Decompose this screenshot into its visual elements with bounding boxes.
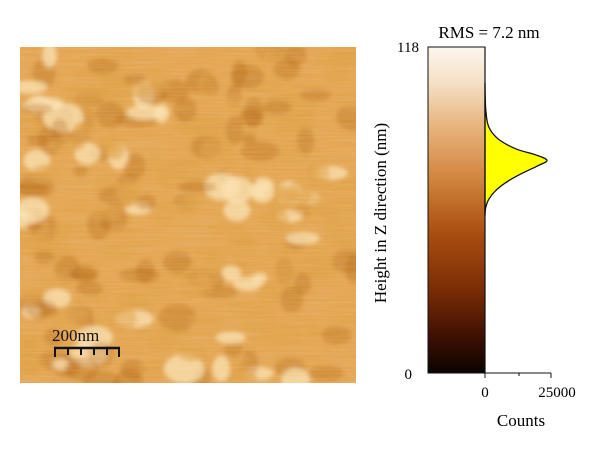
y-axis: 118 0 Height in Z direction (nm) bbox=[371, 40, 419, 383]
y-tick-label-top: 118 bbox=[397, 40, 419, 56]
histogram-plot bbox=[484, 47, 548, 373]
histogram-area bbox=[484, 82, 548, 216]
afm-image bbox=[20, 47, 356, 383]
colorbar bbox=[427, 46, 486, 374]
chart-title: RMS = 7.2 nm bbox=[438, 23, 539, 42]
y-tick-label-bottom: 0 bbox=[405, 367, 413, 383]
scale-bar: 200nm bbox=[52, 326, 120, 357]
y-axis-label: Height in Z direction (nm) bbox=[371, 123, 390, 303]
x-axis-label: Counts bbox=[497, 411, 545, 430]
scale-bar-label: 200nm bbox=[52, 326, 99, 345]
x-axis: 0 25000 Counts bbox=[481, 372, 576, 430]
x-tick-label-0: 0 bbox=[481, 385, 489, 401]
x-tick-label-max: 25000 bbox=[538, 385, 576, 401]
